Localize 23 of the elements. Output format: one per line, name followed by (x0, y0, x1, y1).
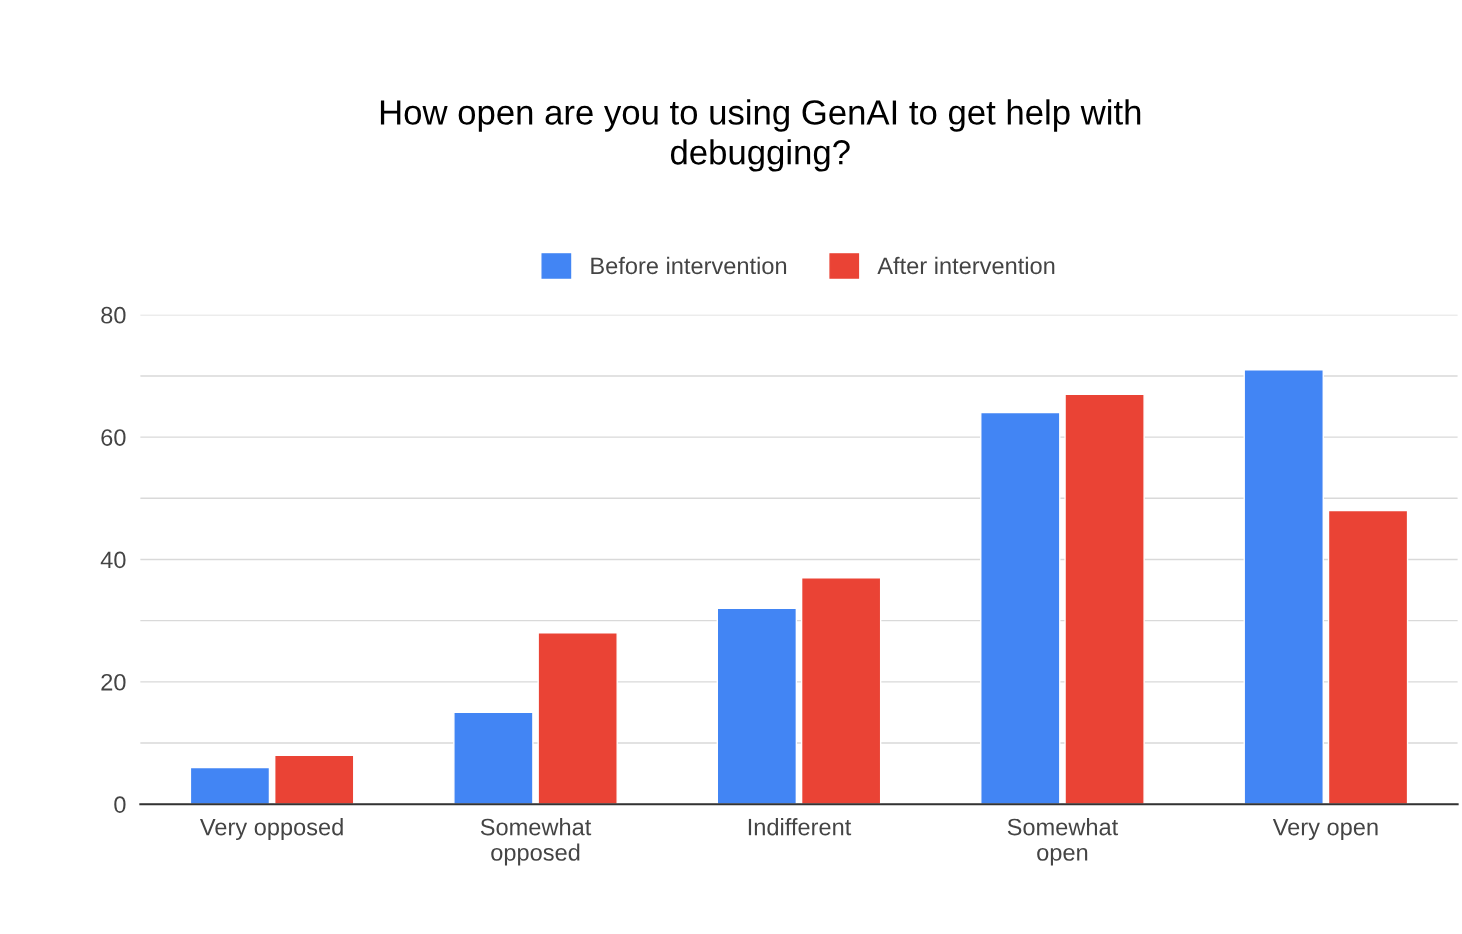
legend-label: After intervention (877, 256, 1055, 275)
x-tick-label: Somewhat open (1007, 818, 1119, 866)
legend-label: Before intervention (591, 256, 787, 275)
chart-title: How open are you to using GenAI to get help with debugging? (380, 99, 1141, 172)
bar (1064, 393, 1145, 805)
bar (1243, 369, 1324, 805)
bar (189, 766, 271, 805)
y-tick-label: 40 (100, 551, 126, 569)
bar (1327, 509, 1409, 805)
y-tick-label: 0 (114, 796, 126, 813)
bar (537, 632, 618, 805)
bar (274, 754, 355, 805)
x-tick-label: Very opposed (199, 818, 343, 841)
bar (800, 577, 882, 805)
x-tick-label: Very open (1272, 818, 1378, 841)
y-tick-label: 80 (101, 306, 126, 324)
bar (716, 607, 798, 805)
bar (453, 711, 534, 805)
x-tick-label: Indifferent (748, 818, 852, 836)
y-tick-label: 20 (101, 673, 126, 691)
bar (980, 411, 1061, 805)
x-tick-label: Somewhat opposed (480, 818, 592, 866)
y-tick-label: 60 (101, 429, 126, 446)
